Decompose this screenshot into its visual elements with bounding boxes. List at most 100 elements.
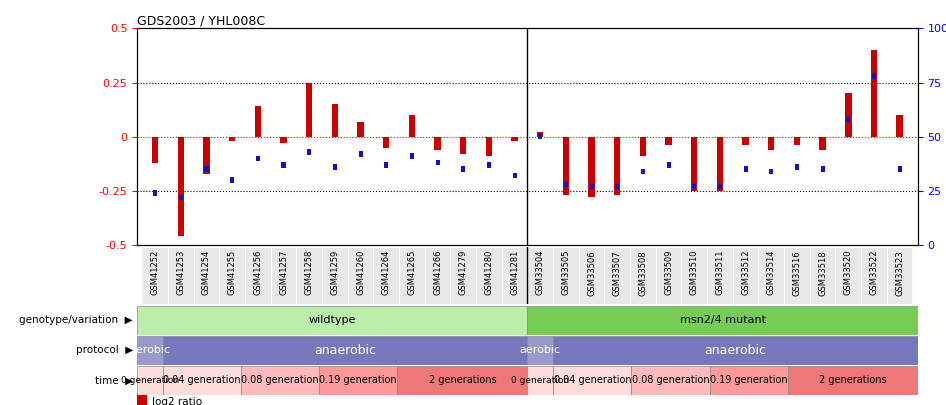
Text: 0.08 generation: 0.08 generation bbox=[632, 375, 710, 385]
Text: GSM41264: GSM41264 bbox=[381, 250, 391, 295]
Bar bbox=[847, 117, 850, 122]
Bar bbox=[383, 136, 390, 147]
Bar bbox=[487, 162, 491, 168]
Text: GSM41258: GSM41258 bbox=[305, 250, 314, 295]
Bar bbox=[538, 134, 542, 139]
Text: GSM33510: GSM33510 bbox=[690, 250, 699, 295]
Bar bbox=[787, 366, 918, 395]
Bar bbox=[665, 136, 672, 145]
Bar bbox=[692, 136, 697, 191]
Bar bbox=[282, 162, 286, 168]
Bar bbox=[245, 247, 271, 304]
Text: GSM41281: GSM41281 bbox=[510, 250, 519, 295]
Text: GSM41257: GSM41257 bbox=[279, 250, 288, 295]
Text: 2 generations: 2 generations bbox=[819, 375, 886, 385]
Bar bbox=[733, 247, 759, 304]
Bar bbox=[527, 306, 918, 335]
Bar bbox=[168, 247, 194, 304]
Bar bbox=[553, 366, 632, 395]
Text: GSM33516: GSM33516 bbox=[793, 250, 801, 296]
Text: GSM33509: GSM33509 bbox=[664, 250, 674, 295]
Bar bbox=[897, 115, 902, 136]
Bar bbox=[462, 166, 465, 172]
Bar bbox=[255, 156, 260, 161]
Bar bbox=[434, 136, 441, 150]
Text: GSM41252: GSM41252 bbox=[150, 250, 160, 295]
Bar bbox=[759, 247, 784, 304]
Bar bbox=[614, 136, 621, 195]
Text: msn2/4 mutant: msn2/4 mutant bbox=[679, 315, 765, 325]
Text: GSM41266: GSM41266 bbox=[433, 250, 442, 295]
Text: GSM33504: GSM33504 bbox=[535, 250, 545, 295]
Bar bbox=[835, 247, 861, 304]
Bar bbox=[795, 164, 799, 170]
Bar bbox=[254, 107, 261, 136]
Bar bbox=[410, 153, 414, 159]
Text: GSM33512: GSM33512 bbox=[741, 250, 750, 295]
Bar bbox=[794, 136, 800, 145]
Bar bbox=[384, 162, 388, 168]
Bar bbox=[435, 160, 440, 165]
Bar bbox=[710, 366, 787, 395]
Bar bbox=[194, 247, 219, 304]
Text: GSM33505: GSM33505 bbox=[561, 250, 570, 295]
Bar bbox=[604, 247, 630, 304]
Text: GSM33522: GSM33522 bbox=[869, 250, 879, 295]
Bar bbox=[476, 247, 501, 304]
Bar bbox=[137, 336, 163, 365]
Text: GSM33508: GSM33508 bbox=[639, 250, 647, 296]
Text: GSM33520: GSM33520 bbox=[844, 250, 852, 295]
Text: GSM41256: GSM41256 bbox=[254, 250, 262, 295]
Text: log2 ratio: log2 ratio bbox=[152, 397, 202, 405]
Text: 2 generations: 2 generations bbox=[429, 375, 496, 385]
Bar bbox=[768, 136, 775, 150]
Text: 0.19 generation: 0.19 generation bbox=[710, 375, 787, 385]
Bar bbox=[639, 136, 646, 156]
Bar bbox=[203, 136, 210, 173]
Bar bbox=[861, 247, 886, 304]
Text: genotype/variation  ▶: genotype/variation ▶ bbox=[20, 315, 133, 325]
Text: anaerobic: anaerobic bbox=[705, 344, 766, 357]
Bar bbox=[152, 136, 158, 163]
Bar bbox=[307, 149, 311, 155]
Bar bbox=[886, 247, 913, 304]
Bar bbox=[579, 247, 604, 304]
Bar bbox=[810, 247, 835, 304]
Bar bbox=[163, 366, 241, 395]
Bar bbox=[219, 247, 245, 304]
Bar bbox=[872, 73, 876, 79]
Bar bbox=[681, 247, 707, 304]
Bar bbox=[512, 136, 517, 141]
Text: GSM33514: GSM33514 bbox=[767, 250, 776, 295]
Bar bbox=[898, 166, 902, 172]
Text: GSM33506: GSM33506 bbox=[587, 250, 596, 296]
Bar bbox=[589, 184, 593, 189]
Bar bbox=[306, 83, 312, 136]
Text: time  ▶: time ▶ bbox=[95, 375, 133, 385]
Bar bbox=[163, 336, 527, 365]
Bar bbox=[397, 366, 527, 395]
Bar bbox=[640, 168, 645, 174]
Bar bbox=[588, 136, 595, 197]
Bar bbox=[425, 247, 450, 304]
Bar bbox=[142, 247, 168, 304]
Text: 0.08 generation: 0.08 generation bbox=[241, 375, 319, 385]
Bar bbox=[718, 184, 722, 189]
Bar bbox=[553, 247, 579, 304]
Bar bbox=[537, 132, 543, 136]
Bar bbox=[744, 166, 747, 172]
Text: GSM41259: GSM41259 bbox=[330, 250, 340, 295]
Bar bbox=[178, 136, 184, 237]
Bar bbox=[374, 247, 399, 304]
Bar bbox=[784, 247, 810, 304]
Bar bbox=[527, 336, 553, 365]
Bar bbox=[820, 166, 825, 172]
Bar bbox=[399, 247, 425, 304]
Bar bbox=[280, 136, 287, 143]
Text: GDS2003 / YHL008C: GDS2003 / YHL008C bbox=[137, 14, 265, 27]
Bar bbox=[179, 195, 183, 200]
Text: wildtype: wildtype bbox=[308, 315, 356, 325]
Bar bbox=[153, 190, 157, 196]
Bar bbox=[319, 366, 397, 395]
Bar bbox=[717, 136, 723, 191]
